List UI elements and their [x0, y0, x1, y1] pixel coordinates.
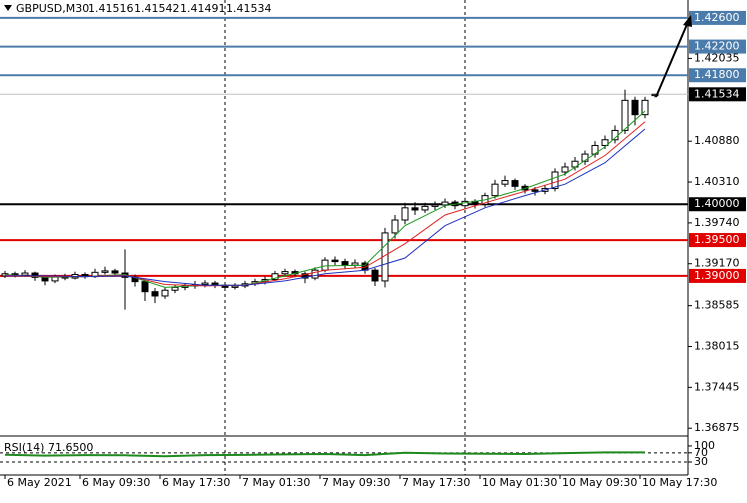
level-label: 1.41800: [694, 68, 740, 81]
arrow: [655, 21, 689, 98]
candle-body: [491, 183, 499, 197]
symbol: GBPUSD,M30: [16, 2, 89, 15]
x-tick-label: 7 May 17:30: [402, 476, 470, 489]
level-label: 1.40000: [694, 197, 740, 210]
candle-body: [621, 99, 629, 131]
low: 1.41491: [180, 2, 226, 15]
candle-body: [151, 291, 159, 297]
arrow-head: [683, 15, 692, 27]
x-tick-label: 7 May 09:30: [322, 476, 390, 489]
rsi-label: RSI(14) 71.6500: [4, 441, 93, 454]
candle-body: [431, 204, 439, 207]
level-label-bg: [689, 233, 746, 248]
candle-body: [351, 262, 359, 266]
y-tick-label: 1.39170: [694, 257, 740, 270]
menu-triangle[interactable]: [4, 5, 12, 11]
candle-body: [311, 269, 319, 279]
x-tick-label: 10 May 09:30: [562, 476, 637, 489]
candle-body: [111, 270, 119, 274]
y-tick-label: 1.40880: [694, 134, 740, 147]
level-label: 1.42200: [694, 40, 740, 53]
candle-body: [21, 272, 29, 276]
level-label: 1.42600: [694, 11, 740, 24]
candle-body: [421, 205, 429, 211]
current-price-bg: [689, 87, 746, 102]
candle-body: [511, 180, 519, 187]
candle-body: [301, 273, 309, 279]
candle-body: [141, 281, 149, 293]
candle-body: [161, 289, 169, 297]
rsi-tick-label: 70: [694, 446, 708, 459]
candle-body: [531, 189, 539, 192]
x-tick-label: 7 May 01:30: [242, 476, 310, 489]
current-price-label: 1.41534: [694, 87, 740, 100]
y-tick-label: 1.40310: [694, 175, 740, 188]
candle-body: [631, 99, 639, 116]
candle-body: [41, 276, 49, 282]
candle-body: [201, 282, 209, 286]
candle-body: [391, 219, 399, 234]
level-label-bg: [689, 268, 746, 283]
candle-body: [101, 270, 109, 273]
candle-body: [231, 285, 239, 288]
candle-body: [411, 207, 419, 211]
level-label-bg: [689, 10, 746, 25]
candle-body: [501, 180, 509, 185]
candle-body: [651, 93, 659, 97]
rsi-tick-label: 100: [694, 439, 715, 452]
candle-body: [341, 261, 349, 266]
rsi-tick-label: 30: [694, 455, 708, 468]
candle-body: [551, 171, 559, 189]
y-tick-label: 1.39740: [694, 216, 740, 229]
candle-body: [31, 272, 39, 278]
level-label-bg: [689, 68, 746, 83]
x-tick-label: 10 May 01:30: [482, 476, 557, 489]
candle-body: [171, 286, 179, 291]
candle-body: [321, 259, 329, 271]
header: GBPUSD,M30 1.41516 1.41542 1.41491 1.415…: [16, 2, 272, 15]
level-label-bg: [689, 39, 746, 54]
y-tick-label: 1.42035: [694, 51, 740, 64]
level-label: 1.39000: [694, 269, 740, 282]
level-label-bg: [689, 197, 746, 212]
x-tick-label: 10 May 17:30: [642, 476, 717, 489]
x-tick-label: 6 May 2021: [7, 476, 72, 489]
candle-body: [371, 269, 379, 282]
y-tick-label: 1.36875: [694, 421, 740, 434]
candle-body: [601, 139, 609, 146]
candle-body: [561, 166, 569, 173]
candle-body: [281, 271, 289, 275]
candle-body: [581, 153, 589, 162]
y-tick-label: 1.38015: [694, 339, 740, 352]
close: 1.41534: [226, 2, 272, 15]
candle-body: [331, 259, 339, 263]
candle-body: [271, 273, 279, 280]
candle-body: [441, 201, 449, 206]
y-tick-label: 1.37445: [694, 380, 740, 393]
x-tick-label: 6 May 09:30: [82, 476, 150, 489]
rsi-line: [4, 451, 645, 458]
high: 1.41542: [134, 2, 180, 15]
candle-body: [401, 207, 409, 221]
x-tick-label: 6 May 17:30: [162, 476, 230, 489]
open: 1.41516: [88, 2, 134, 15]
level-label: 1.39500: [694, 233, 740, 246]
candle-body: [641, 99, 649, 116]
y-tick-label: 1.38585: [694, 299, 740, 312]
moving-average: [5, 128, 646, 286]
